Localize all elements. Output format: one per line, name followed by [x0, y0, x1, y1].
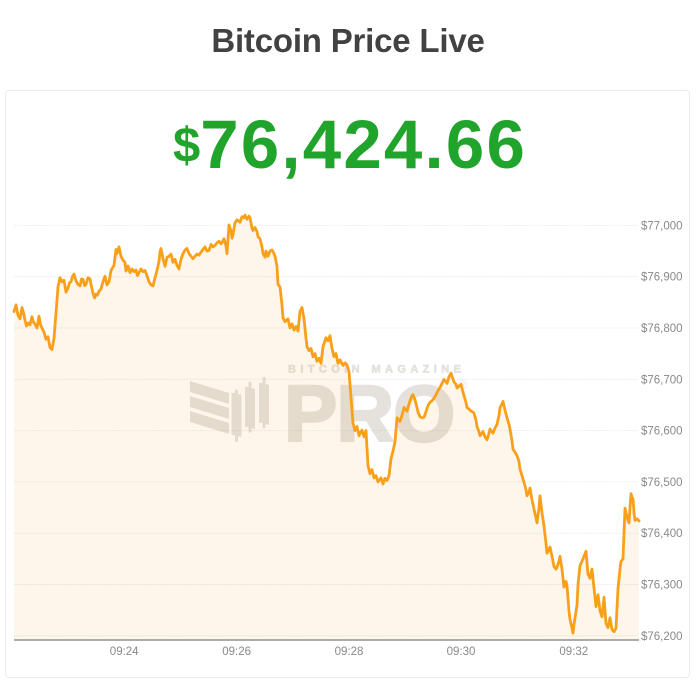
svg-text:®: ®	[458, 377, 468, 392]
svg-text:$76,500: $76,500	[641, 477, 683, 489]
svg-text:BITCOIN MAGAZINE: BITCOIN MAGAZINE	[288, 364, 465, 376]
svg-text:09:30: 09:30	[447, 646, 476, 658]
svg-text:$76,300: $76,300	[641, 580, 683, 592]
svg-text:$76,400: $76,400	[641, 528, 683, 540]
svg-text:$76,900: $76,900	[641, 272, 683, 284]
svg-text:$77,000: $77,000	[641, 220, 683, 232]
svg-text:09:26: 09:26	[222, 646, 251, 658]
svg-text:$76,600: $76,600	[641, 426, 683, 438]
svg-text:09:32: 09:32	[559, 646, 588, 658]
svg-text:09:28: 09:28	[335, 646, 364, 658]
svg-text:PRO: PRO	[284, 369, 454, 458]
svg-text:$76,800: $76,800	[641, 323, 683, 335]
svg-text:$76,700: $76,700	[641, 374, 683, 386]
svg-text:$76,200: $76,200	[641, 631, 683, 643]
svg-text:09:24: 09:24	[110, 646, 139, 658]
